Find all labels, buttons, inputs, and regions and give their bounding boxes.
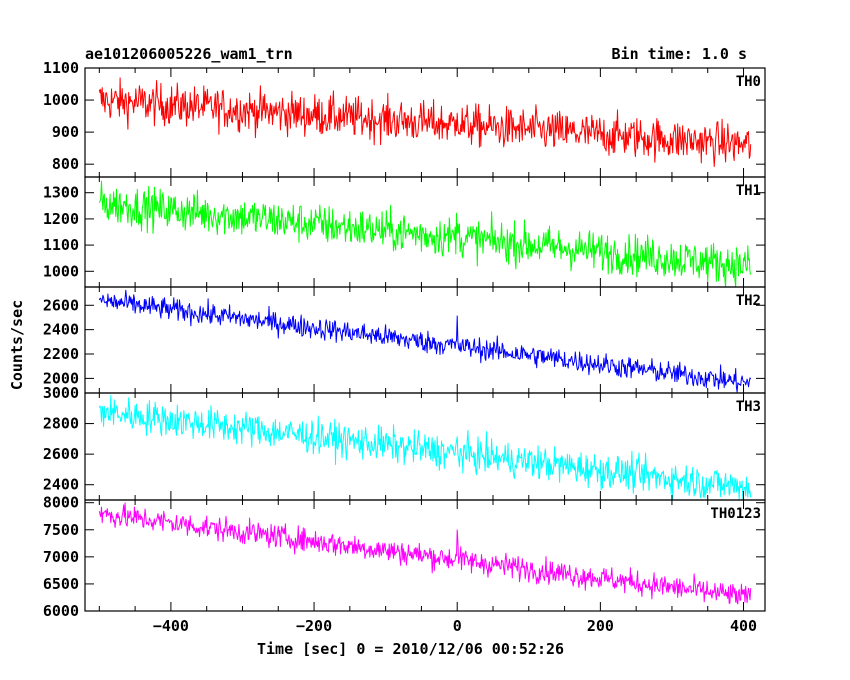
x-axis-label: Time [sec] 0 = 2010/12/06 00:52:26 [257, 640, 565, 658]
panel-frame-th1 [84, 176, 766, 288]
series-line-th3 [98, 394, 752, 501]
bin-time-label: Bin time: 1.0 s [611, 45, 747, 63]
x-tick-label: 200 [587, 617, 614, 635]
panel-label-th3: TH3 [736, 399, 761, 415]
y-tick-label: 2000 [43, 369, 79, 387]
series-line-th0123 [98, 502, 752, 605]
panel-frame-th0123 [84, 499, 766, 612]
panel-label-th1: TH1 [736, 183, 761, 199]
y-tick-label: 1300 [43, 184, 79, 202]
panel-frame-th2 [84, 286, 766, 394]
y-tick-label: 1000 [43, 91, 79, 109]
y-tick-label: 8000 [43, 494, 79, 512]
y-tick-label: 800 [52, 155, 79, 173]
y-axis-label: Counts/sec [8, 299, 26, 391]
series-line-th2 [98, 289, 752, 393]
x-tick-label: 400 [730, 617, 757, 635]
panel-label-th2: TH2 [736, 293, 761, 309]
y-tick-label: 1000 [43, 262, 79, 280]
y-tick-label: 900 [52, 123, 79, 141]
y-tick-label: 2600 [43, 445, 79, 463]
chart-title: ae101206005226_wam1_trn [85, 45, 293, 63]
x-tick-label: −200 [296, 617, 332, 635]
y-tick-label: 7000 [43, 548, 79, 566]
series-line-th1 [98, 180, 752, 288]
y-tick-label: 2800 [43, 415, 79, 433]
y-tick-label: 2400 [43, 476, 79, 494]
y-tick-label: 3000 [43, 384, 79, 402]
y-tick-label: 6000 [43, 602, 79, 620]
y-tick-label: 2600 [43, 296, 79, 314]
panel-label-th0123: TH0123 [710, 506, 761, 522]
y-tick-label: 1200 [43, 210, 79, 228]
y-tick-label: 1100 [43, 236, 79, 254]
y-tick-label: 1100 [43, 59, 79, 77]
x-tick-label: −400 [153, 617, 189, 635]
series-line-th0 [98, 77, 752, 167]
y-tick-label: 7500 [43, 521, 79, 539]
y-tick-label: 6500 [43, 575, 79, 593]
x-tick-label: 0 [453, 617, 462, 635]
panel-label-th0: TH0 [736, 74, 761, 90]
y-tick-label: 2400 [43, 321, 79, 339]
y-tick-label: 2200 [43, 345, 79, 363]
